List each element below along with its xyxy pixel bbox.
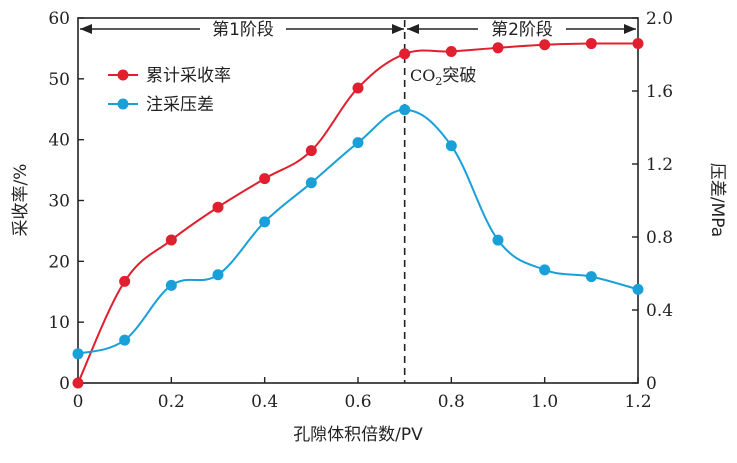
series-layer (72, 38, 644, 389)
left-y-tick-label: 20 (48, 252, 70, 272)
x-tick-label: 0.4 (251, 392, 278, 412)
x-tick-label: 0 (73, 392, 84, 412)
right-y-tick-label: 0.8 (646, 228, 673, 248)
left-y-tick-label: 0 (59, 374, 70, 394)
data-point-pressure (492, 234, 504, 246)
breakthrough-label: CO2突破 (410, 66, 476, 88)
series-recovery (72, 38, 644, 389)
data-point-recovery (399, 48, 411, 60)
data-point-recovery (585, 38, 597, 50)
left-y-tick-label: 40 (48, 131, 70, 151)
legend-label-pressure: 注采压差 (146, 95, 214, 115)
left-y-axis: 0 10 20 30 40 50 60 (48, 9, 84, 394)
legend-swatch-marker-pressure (117, 98, 129, 110)
x-axis: 0 0.2 0.4 0.6 0.8 1.0 1.2 (73, 377, 652, 412)
phase1-arrowhead-left (80, 24, 92, 34)
left-y-axis-title: 采收率/% (11, 164, 31, 237)
x-tick-label: 0.6 (344, 392, 371, 412)
data-point-recovery (352, 82, 364, 94)
data-point-recovery (259, 173, 271, 185)
right-y-tick-label: 0.4 (646, 301, 673, 321)
legend: 累计采收率 注采压差 (108, 66, 231, 115)
data-point-pressure (259, 216, 271, 228)
phase1-label: 第1阶段 (212, 20, 274, 40)
data-point-pressure (119, 334, 131, 346)
data-point-pressure (632, 283, 644, 295)
data-point-recovery (539, 39, 551, 51)
x-tick-label: 0.8 (438, 392, 465, 412)
data-point-recovery (119, 275, 131, 287)
data-point-recovery (305, 145, 317, 157)
phase2-arrowhead-left (407, 24, 419, 34)
left-y-tick-label: 50 (48, 70, 70, 90)
data-point-pressure (165, 279, 177, 291)
left-y-tick-label: 30 (48, 192, 70, 212)
data-point-pressure (352, 137, 364, 149)
left-y-tick-label: 60 (48, 9, 70, 29)
breakthrough-suffix: 突破 (442, 66, 476, 86)
data-point-pressure (445, 140, 457, 152)
breakthrough-co: CO (410, 66, 435, 85)
legend-item-pressure: 注采压差 (108, 95, 214, 115)
data-point-pressure (305, 177, 317, 189)
phase2-label: 第2阶段 (491, 20, 553, 40)
data-point-recovery (165, 234, 177, 246)
data-point-pressure (585, 271, 597, 283)
data-point-recovery (212, 201, 224, 213)
right-y-axis-title: 压差/MPa (707, 163, 727, 237)
data-point-pressure (539, 264, 551, 276)
right-y-tick-label: 1.6 (646, 82, 673, 102)
right-y-axis: 0 0.4 0.8 1.2 1.6 2.0 (632, 9, 673, 394)
data-point-recovery (72, 377, 84, 389)
phase2-arrowhead-right (624, 24, 636, 34)
x-tick-label: 1.0 (531, 392, 558, 412)
x-tick-label: 0.2 (158, 392, 185, 412)
data-point-recovery (445, 45, 457, 57)
left-y-tick-label: 10 (48, 313, 70, 333)
legend-item-recovery: 累计采收率 (108, 66, 231, 86)
legend-label-recovery: 累计采收率 (146, 66, 231, 86)
right-y-tick-label: 1.2 (646, 155, 673, 175)
data-point-pressure (399, 104, 411, 116)
x-axis-title: 孔隙体积倍数/PV (293, 425, 423, 445)
data-point-recovery (492, 42, 504, 54)
phase-annotations: 第1阶段 第2阶段 (80, 20, 636, 40)
data-point-pressure (212, 269, 224, 281)
right-y-tick-label: 0 (646, 374, 657, 394)
right-y-tick-label: 2.0 (646, 9, 673, 29)
phase1-arrowhead-right (392, 24, 404, 34)
breakthrough-subscript: 2 (435, 75, 442, 88)
x-tick-label: 1.2 (624, 392, 651, 412)
data-point-pressure (72, 348, 84, 360)
legend-swatch-marker-recovery (117, 69, 129, 81)
data-point-recovery (632, 38, 644, 50)
series-pressure (72, 104, 644, 360)
